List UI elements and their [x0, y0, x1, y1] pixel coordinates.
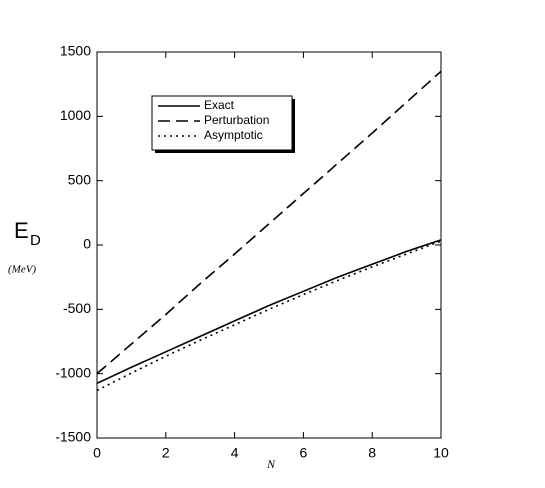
x-tick-label: 0: [93, 445, 101, 461]
legend-label: Perturbation: [204, 113, 269, 127]
line-series: [96, 70, 442, 375]
x-tick-label: 2: [162, 445, 170, 461]
y-label-subscript: D: [30, 232, 41, 249]
legend-box: [151, 95, 293, 151]
x-tick-label: 10: [433, 445, 449, 461]
y-tick-label: -1500: [55, 429, 91, 445]
y-tick-label: 500: [68, 171, 92, 187]
legend-label: Asymptotic: [204, 128, 263, 142]
x-tick-label: 6: [300, 445, 308, 461]
y-unit: (MeV): [8, 264, 36, 276]
y-tick-label: 0: [83, 236, 91, 252]
y-tick-label: 1000: [60, 107, 91, 123]
x-tick-label: 4: [231, 445, 239, 461]
y-tick-label: -1000: [55, 364, 91, 380]
y-tick-label: 1500: [60, 43, 91, 59]
x-tick-label: 8: [368, 445, 376, 461]
x-label: N: [266, 457, 276, 471]
line-series: [96, 239, 442, 385]
y-tick-label: -500: [63, 300, 91, 316]
y-label: E: [14, 218, 29, 243]
line-series: [96, 240, 442, 392]
legend-label: Exact: [204, 98, 235, 112]
